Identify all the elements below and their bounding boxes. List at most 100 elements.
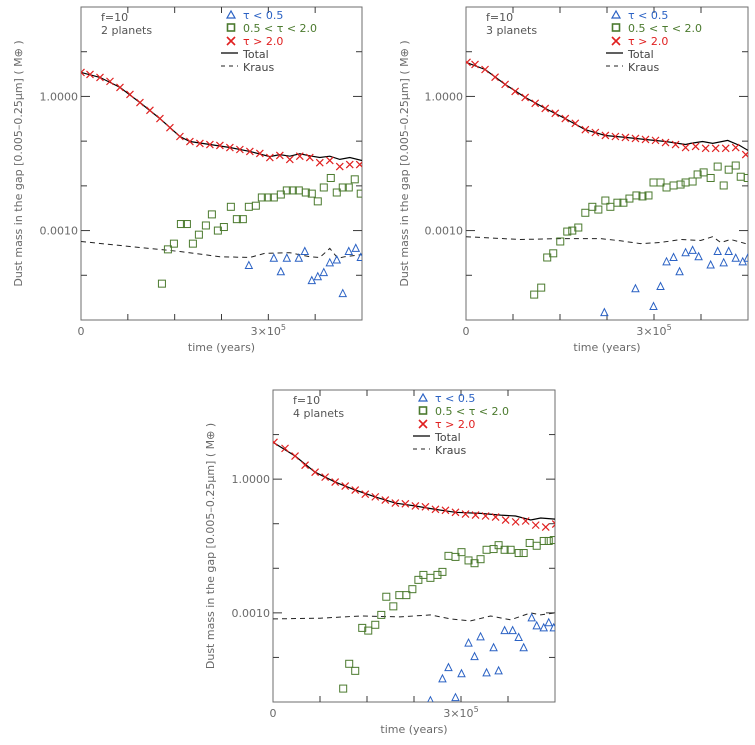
tau-high-point — [275, 151, 284, 160]
tau-mid-point — [326, 173, 335, 182]
panel-annotation: f=10 — [486, 11, 513, 24]
legend-item: Kraus — [413, 444, 466, 457]
tau-low-point — [600, 307, 609, 317]
tau-mid-point — [494, 541, 503, 550]
tau-high-point — [731, 143, 740, 152]
tau-low-point — [549, 622, 555, 632]
panel-annotation: f=10 — [101, 11, 128, 24]
tau-high-point — [471, 60, 479, 69]
tau-mid-point — [244, 202, 253, 211]
x-axis-label: time (years) — [573, 341, 640, 354]
tau-high-point — [721, 144, 730, 153]
legend-label: Kraus — [243, 61, 274, 74]
legend-label: Kraus — [435, 444, 466, 457]
tau-mid-point — [731, 161, 740, 170]
tau-mid-point — [338, 183, 347, 192]
tau-mid-point — [426, 573, 435, 582]
tau-mid-point — [543, 253, 552, 262]
tau-mid-point — [719, 181, 728, 190]
tau-mid-point — [563, 227, 572, 236]
tau-high-point — [471, 511, 480, 520]
legend-label: τ < 0.5 — [628, 9, 668, 22]
tau-low-point — [508, 625, 517, 635]
tau-mid-point — [688, 177, 697, 186]
tau-mid-point — [606, 202, 615, 211]
tau-low-point — [500, 625, 509, 635]
legend-item: τ > 2.0 — [611, 35, 668, 48]
tau-high-point — [245, 147, 254, 156]
tau-mid-point — [724, 165, 733, 174]
tau-mid-point — [182, 220, 191, 229]
tau-low-point — [244, 260, 254, 270]
panel-annotation: 4 planets — [293, 407, 344, 420]
tau-high-point — [146, 106, 154, 115]
tau-mid-point — [713, 162, 722, 171]
panel-2-planets: 0 3×105 1.0000 0.0010 time (years) Dust mass … — [12, 6, 363, 354]
tau-low-point — [713, 246, 722, 256]
tau-low-point — [427, 695, 434, 702]
legend-item: Total — [221, 48, 269, 61]
tau-low-point — [743, 253, 748, 262]
tau-high-point — [631, 134, 640, 143]
tau-low-point — [319, 267, 329, 277]
x-tick-label: 3×105 — [251, 323, 286, 338]
tau-high-point — [273, 438, 278, 447]
legend-triangle-icon — [417, 392, 429, 402]
tau-high-point — [265, 153, 274, 162]
y-tick-label: 0.0010 — [40, 225, 79, 238]
tau-low-point — [539, 622, 549, 632]
tau-mid-point — [693, 170, 702, 179]
tau-high-point — [301, 461, 310, 470]
tau-mid-point — [736, 172, 745, 181]
tau-high-point — [371, 492, 380, 501]
tau-high-point — [341, 482, 350, 490]
tau-high-point — [311, 468, 320, 477]
tau-low-point — [731, 253, 741, 262]
tau-mid-point — [500, 545, 509, 554]
tau-low-point — [649, 301, 658, 311]
legend-item: Kraus — [221, 61, 274, 74]
tau-mid-point — [157, 279, 166, 288]
tau-mid-point — [350, 175, 359, 184]
x-tick-label: 0 — [78, 325, 85, 338]
tau-high-point — [441, 506, 450, 515]
tau-high-point — [681, 143, 690, 152]
tau-low-point — [470, 651, 479, 661]
tau-mid-point — [282, 186, 291, 195]
legend-square-icon — [611, 23, 621, 32]
tau-low-point — [438, 673, 447, 683]
legend-label: Total — [627, 48, 654, 61]
tau-high-point — [291, 452, 299, 460]
tau-mid-point — [706, 173, 715, 182]
tau-low-point — [662, 256, 671, 266]
tau-low-point — [688, 245, 697, 254]
tau-mid-point — [201, 221, 210, 230]
tau-mid-point — [451, 552, 460, 561]
x-tick-label: 3×105 — [636, 323, 671, 338]
legend-label: 0.5 < τ < 2.0 — [628, 22, 702, 35]
y-tick-label: 1.0000 — [232, 473, 271, 486]
tau-low-point — [694, 251, 703, 261]
tau-high-point — [531, 521, 540, 530]
tau-high-point — [711, 144, 720, 153]
tau-mid-point — [219, 223, 228, 232]
tau-high-point — [345, 160, 354, 169]
tau-mid-point — [226, 202, 235, 211]
tau-low-point — [724, 246, 734, 256]
tau-high-point — [551, 109, 560, 118]
tau-high-point — [421, 502, 430, 511]
tau-mid-point — [519, 549, 528, 558]
tau-low-point — [282, 253, 292, 262]
tau-low-point — [313, 271, 323, 281]
tau-mid-point — [638, 192, 647, 201]
legend-item: τ > 2.0 — [418, 418, 475, 431]
legend-item: τ < 0.5 — [225, 9, 283, 22]
tau-mid-point — [263, 193, 272, 202]
tau-mid-point — [681, 178, 690, 187]
tau-mid-point — [544, 536, 553, 545]
tau-high-point — [225, 143, 234, 152]
tau-low-point — [489, 642, 498, 652]
tau-high-point — [671, 140, 680, 149]
tau-low-point — [300, 246, 310, 256]
